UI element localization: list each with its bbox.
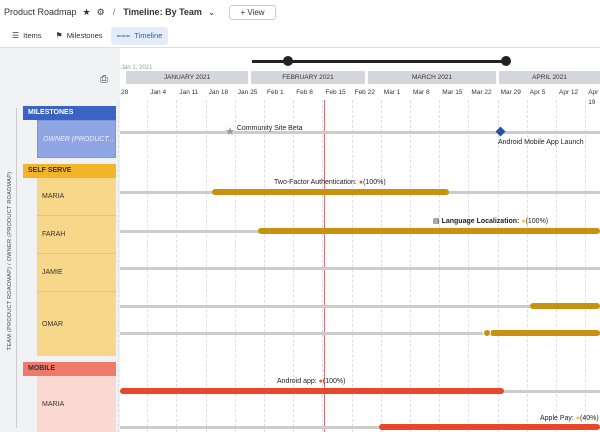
top-bar: Product Roadmap ★ ⚙ / Timeline: By Team … [0, 0, 600, 24]
group-self-serve[interactable]: SELF SERVE [23, 164, 116, 178]
star-icon[interactable]: ★ [82, 6, 91, 17]
row-mobile-maria[interactable]: MARIA [37, 376, 116, 432]
week-gridline [497, 100, 499, 432]
milestone-label: Android Mobile App Launch [498, 139, 584, 146]
chevron-down-icon[interactable]: ⌄ [207, 6, 216, 17]
week-label: Feb 1 [267, 89, 284, 96]
item-bar[interactable] [379, 424, 600, 430]
row-omar[interactable]: OMAR [37, 292, 116, 356]
week-gridline [176, 100, 178, 432]
week-label: Mar 15 [442, 89, 463, 96]
week-label: Jan 18 [208, 89, 229, 96]
week-gridline [439, 100, 441, 432]
scroll-handle-right[interactable] [501, 56, 511, 66]
tab-timeline[interactable]: ⩶ Timeline [110, 26, 169, 45]
week-gridline [410, 100, 411, 432]
gear-icon[interactable]: ⚙ [96, 6, 105, 17]
track-jamie [120, 267, 600, 270]
dependency-icon[interactable] [483, 329, 491, 337]
week-label: Feb 22 [354, 89, 375, 96]
item-bar[interactable] [258, 228, 600, 234]
view-title[interactable]: Timeline: By Team [123, 7, 202, 17]
week-label: Apr 12 [559, 89, 579, 96]
track-mobile-maria-2 [120, 426, 600, 429]
add-view-button[interactable]: + View [229, 4, 276, 20]
week-label: Jan 4 [150, 89, 167, 96]
timeline-start-label: Jan 1, 2021 [121, 65, 153, 71]
week-gridline [380, 100, 382, 432]
timeline-scrollbar[interactable] [252, 60, 510, 63]
tab-milestones[interactable]: ⚑ Milestones [55, 31, 103, 40]
week-gridline [556, 100, 557, 432]
item-label: Apple Pay: ●(40%) [540, 415, 599, 422]
week-label: Jan 11 [179, 89, 199, 96]
track-milestones [120, 131, 600, 134]
row-jamie[interactable]: JAMIE [37, 254, 116, 292]
row-maria[interactable]: MARIA [37, 178, 116, 216]
month-march: MARCH 2021 [368, 71, 496, 84]
row-headers: ⎙ TEAM (PRODUCT ROADMAP) / OWNER (PRODUC… [0, 48, 120, 432]
week-label: 28 [121, 89, 129, 96]
scroll-handle-left[interactable] [283, 56, 293, 66]
item-label: Two-Factor Authentication: ●(100%) [274, 179, 386, 186]
item-bar[interactable] [490, 330, 600, 336]
item-label: Android app: ●(100%) [277, 378, 346, 385]
week-label: Mar 22 [471, 89, 492, 96]
week-label: Apr 5 [529, 89, 546, 96]
week-label: Mar 1 [383, 89, 401, 96]
flag-icon: ⚑ [55, 31, 63, 40]
sun-icon: ● [575, 415, 581, 422]
week-label: Mar 8 [413, 89, 430, 96]
week-gridline [468, 100, 470, 432]
track-omar-1 [120, 305, 600, 308]
sun-icon: ● [521, 218, 526, 225]
week-gridline [351, 100, 353, 432]
today-line [324, 100, 325, 432]
timeline-grid: Jan 1, 2021 JANUARY 2021 FEBRUARY 2021 M… [118, 48, 600, 432]
group-milestones[interactable]: MILESTONES [23, 106, 116, 120]
apple-icon: ● [358, 179, 364, 186]
week-label: Feb 8 [296, 89, 313, 96]
week-label: Mar 29 [500, 89, 521, 96]
week-gridline [147, 100, 149, 432]
app-title[interactable]: Product Roadmap [4, 7, 77, 17]
doc-icon: ▤ [433, 218, 440, 225]
week-label: Feb 15 [325, 89, 346, 96]
item-bar[interactable] [212, 189, 449, 195]
week-gridline [585, 100, 587, 432]
month-april: APRIL 2021 [499, 71, 600, 84]
week-gridline [322, 100, 324, 432]
view-tabs: ☰ Items ⚑ Milestones ⩶ Timeline [0, 24, 600, 48]
week-label: Jan 25 [237, 89, 258, 96]
list-icon: ☰ [12, 31, 20, 40]
track-omar-2 [120, 332, 600, 335]
row-owner[interactable]: OWNER (PRODUCT... [37, 120, 116, 158]
week-gridline [526, 100, 528, 432]
row-farah[interactable]: FARAH [37, 216, 116, 254]
apple-icon: ● [318, 378, 323, 385]
item-label: ▤ Language Localization: ●(100%) [433, 218, 549, 225]
tab-items[interactable]: ☰ Items [12, 31, 42, 40]
week-label: Apr 19 [588, 89, 599, 106]
month-february: FEBRUARY 2021 [251, 71, 365, 84]
vertical-axis-label: TEAM (PRODUCT ROADMAP) / OWNER (PRODUCT … [5, 108, 17, 428]
timeline-icon: ⩶ [116, 30, 131, 40]
print-icon[interactable]: ⎙ [100, 74, 108, 85]
group-mobile[interactable]: MOBILE [23, 362, 116, 376]
breadcrumb-separator: / [112, 7, 116, 17]
week-gridline [293, 100, 295, 432]
star-icon[interactable]: ★ Community Site Beta [225, 125, 303, 138]
week-gridline [118, 100, 119, 432]
item-bar[interactable] [530, 303, 600, 309]
week-gridline [234, 100, 236, 432]
item-bar[interactable] [120, 388, 504, 394]
week-gridline [264, 100, 265, 432]
week-gridline [205, 100, 207, 432]
month-january: JANUARY 2021 [126, 71, 248, 84]
